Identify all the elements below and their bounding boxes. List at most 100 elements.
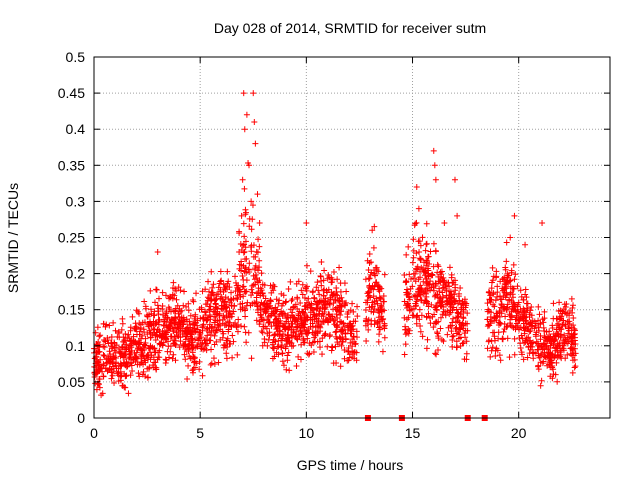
data-point — [436, 278, 443, 285]
data-point — [164, 314, 171, 321]
data-point — [206, 288, 213, 295]
data-point — [537, 320, 544, 327]
data-point — [570, 302, 577, 309]
data-point — [261, 282, 268, 289]
data-point — [160, 322, 167, 329]
data-point — [523, 335, 530, 342]
data-point — [412, 302, 419, 309]
data-point — [159, 289, 166, 296]
data-point — [242, 313, 249, 320]
data-point — [91, 373, 98, 380]
data-point — [153, 286, 160, 293]
data-point — [521, 324, 528, 331]
data-point — [205, 278, 212, 285]
data-point — [285, 325, 292, 332]
data-point — [120, 338, 127, 345]
data-point — [144, 331, 151, 338]
data-point — [563, 301, 570, 308]
data-point — [522, 291, 529, 298]
data-point — [550, 300, 557, 307]
data-point — [365, 326, 372, 333]
data-point — [423, 241, 430, 248]
data-point — [236, 261, 243, 268]
data-point — [155, 321, 162, 328]
data-point — [427, 248, 434, 255]
data-point — [419, 234, 426, 241]
data-point — [113, 365, 120, 372]
data-point — [231, 273, 238, 280]
data-point — [550, 366, 557, 373]
data-point — [435, 294, 442, 301]
data-point — [502, 264, 509, 271]
data-point — [381, 298, 388, 305]
data-point — [169, 355, 176, 362]
data-point — [110, 352, 117, 359]
data-point — [516, 335, 523, 342]
data-point — [519, 335, 526, 342]
data-point — [226, 307, 233, 314]
data-point — [93, 349, 100, 356]
data-point — [150, 354, 157, 361]
data-point — [417, 323, 424, 330]
data-point — [317, 273, 324, 280]
data-point — [288, 323, 295, 330]
data-point — [218, 302, 225, 309]
data-point — [319, 310, 326, 317]
data-point — [141, 298, 148, 305]
data-point — [97, 332, 104, 339]
data-point — [135, 370, 142, 377]
data-point — [325, 319, 332, 326]
data-point — [171, 340, 178, 347]
data-point — [181, 288, 188, 295]
data-point — [342, 330, 349, 337]
data-point — [504, 272, 511, 279]
data-point — [524, 339, 531, 346]
data-point — [444, 307, 451, 314]
data-point — [493, 345, 500, 352]
data-point — [182, 341, 189, 348]
data-point — [568, 344, 575, 351]
data-point — [317, 305, 324, 312]
data-point — [410, 236, 417, 243]
data-point — [134, 345, 141, 352]
data-point — [288, 343, 295, 350]
data-point — [317, 328, 324, 335]
data-point — [378, 303, 385, 310]
data-point — [407, 285, 414, 292]
data-point-spike — [252, 140, 259, 147]
data-point — [278, 302, 285, 309]
data-point — [196, 366, 203, 373]
data-point — [163, 310, 170, 317]
data-point — [252, 253, 259, 260]
data-point — [347, 339, 354, 346]
data-point — [338, 302, 345, 309]
data-point — [122, 384, 129, 391]
data-point — [309, 320, 316, 327]
data-point — [549, 375, 556, 382]
data-point — [222, 341, 229, 348]
data-point — [556, 314, 563, 321]
data-point — [484, 308, 491, 315]
data-point — [339, 338, 346, 345]
data-point — [452, 319, 459, 326]
data-point — [568, 335, 575, 342]
data-point — [492, 352, 499, 359]
data-point — [521, 339, 528, 346]
data-point — [154, 302, 161, 309]
data-point-spike — [441, 220, 448, 227]
data-point — [454, 309, 461, 316]
data-point-spike — [539, 220, 546, 227]
data-point — [182, 333, 189, 340]
data-point — [424, 336, 431, 343]
data-point — [301, 303, 308, 310]
data-point — [298, 316, 305, 323]
data-point — [437, 314, 444, 321]
y-tick-label: 0.45 — [58, 85, 85, 101]
data-point — [262, 295, 269, 302]
data-point — [403, 251, 410, 258]
y-axis-label: SRMTID / TECUs — [5, 183, 21, 293]
data-point — [126, 335, 133, 342]
data-point — [125, 390, 132, 397]
data-point — [302, 306, 309, 313]
data-point — [440, 338, 447, 345]
